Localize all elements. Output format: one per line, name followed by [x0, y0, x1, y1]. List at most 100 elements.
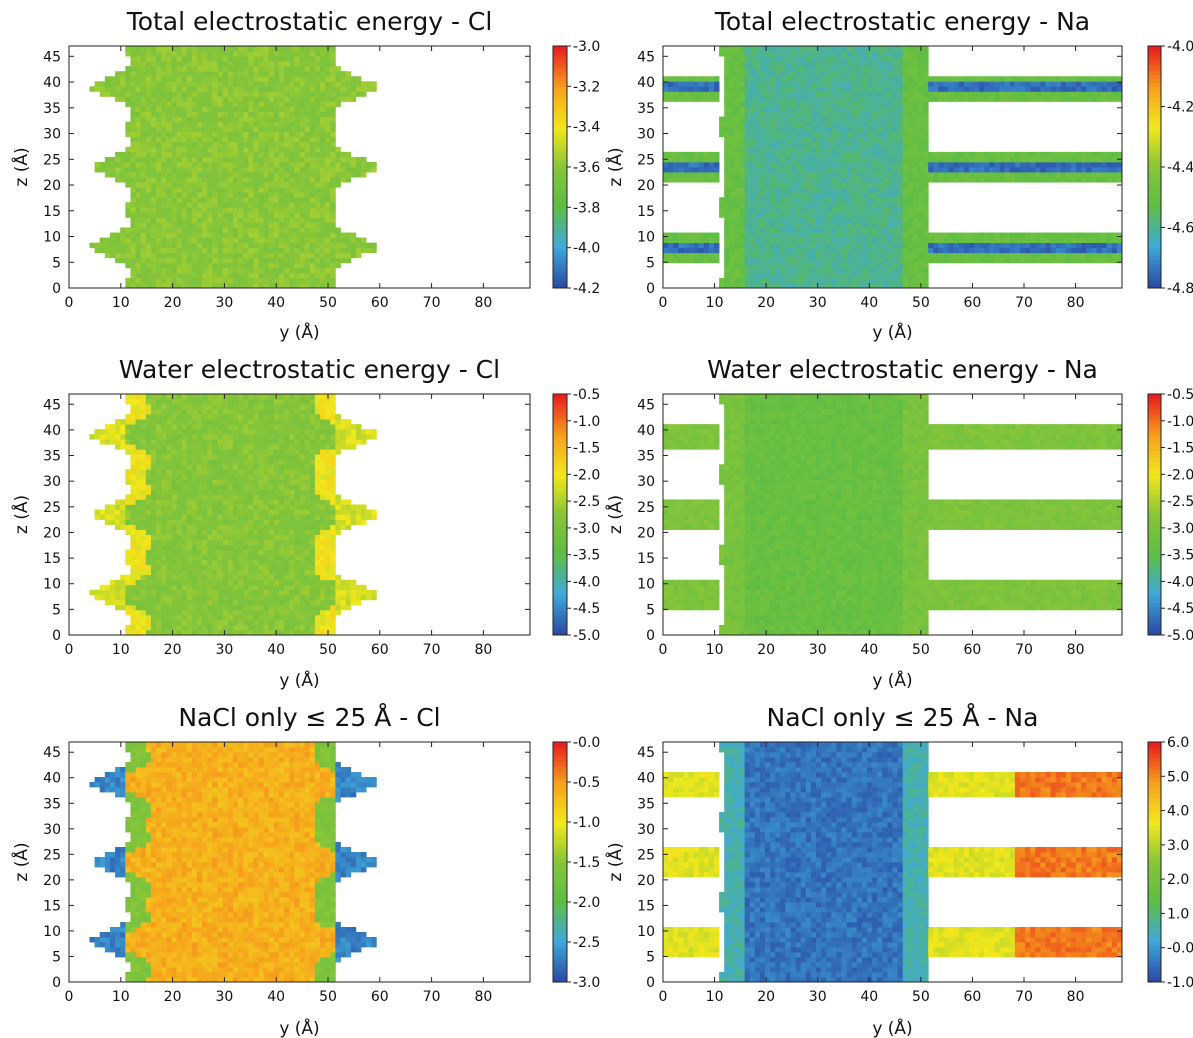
- heatmap-cell: [810, 136, 817, 143]
- heatmap-cell: [330, 227, 336, 233]
- heatmap-cell: [979, 151, 985, 158]
- heatmap-cell: [963, 247, 970, 254]
- heatmap-cell: [279, 182, 285, 188]
- heatmap-cell: [749, 56, 756, 62]
- colorbar-segment: [553, 175, 567, 180]
- heatmap-cell: [984, 167, 990, 173]
- heatmap-cell: [810, 106, 817, 112]
- heatmap-cell: [790, 247, 796, 254]
- heatmap-cell: [765, 227, 771, 233]
- heatmap-cell: [867, 151, 873, 158]
- heatmap-cell: [217, 192, 224, 198]
- heatmap-cell: [912, 217, 919, 223]
- heatmap-cell: [759, 106, 766, 112]
- heatmap-cell: [918, 91, 924, 97]
- heatmap-cell: [1086, 237, 1092, 244]
- heatmap-cell: [314, 197, 321, 203]
- heatmap-cell: [790, 182, 796, 188]
- heatmap-cell: [887, 277, 893, 284]
- heatmap-cell: [897, 136, 904, 143]
- heatmap-cell: [109, 156, 116, 163]
- heatmap-cell: [816, 61, 822, 67]
- heatmap-cell: [897, 91, 904, 97]
- heatmap-cell: [744, 192, 751, 198]
- heatmap-cell: [714, 247, 720, 254]
- heatmap-cell: [197, 167, 203, 173]
- colorbar-segment: [553, 235, 567, 241]
- heatmap-cell: [729, 267, 735, 274]
- heatmap-cell: [846, 217, 853, 223]
- heatmap-cell: [882, 187, 888, 193]
- heatmap-cell: [171, 136, 177, 143]
- heatmap-cell: [263, 61, 270, 67]
- heatmap-cell: [851, 182, 858, 188]
- heatmap-cell: [790, 217, 796, 223]
- heatmap-cell: [325, 91, 331, 97]
- heatmap-cell: [207, 177, 213, 183]
- heatmap-cell: [872, 161, 878, 168]
- heatmap-cell: [775, 71, 781, 77]
- heatmap-cell: [994, 96, 1000, 102]
- heatmap-cell: [284, 207, 290, 213]
- heatmap-cell: [861, 242, 868, 249]
- heatmap-cell: [744, 111, 751, 117]
- heatmap-cell: [795, 111, 802, 117]
- heatmap-cell: [227, 222, 234, 228]
- heatmap-cell: [217, 86, 224, 92]
- heatmap-cell: [841, 106, 847, 112]
- heatmap-cell: [826, 116, 832, 123]
- heatmap-cell: [770, 101, 776, 107]
- heatmap-cell: [176, 177, 183, 183]
- heatmap-cell: [714, 237, 720, 244]
- heatmap-cell: [150, 71, 157, 77]
- heatmap-cell: [171, 161, 177, 168]
- heatmap-cell: [156, 96, 162, 102]
- heatmap-cell: [907, 151, 914, 158]
- heatmap-cell: [171, 131, 177, 138]
- heatmap-cell: [166, 172, 172, 178]
- heatmap-cell: [775, 66, 781, 72]
- heatmap-cell: [785, 212, 791, 218]
- heatmap-cell: [156, 177, 162, 183]
- heatmap-cell: [851, 212, 858, 218]
- heatmap-cell: [775, 86, 781, 92]
- heatmap-cell: [902, 247, 909, 254]
- heatmap-cell: [135, 61, 142, 67]
- heatmap-cell: [734, 187, 740, 193]
- heatmap-cell: [294, 56, 300, 62]
- heatmap-cell: [744, 277, 751, 284]
- heatmap-cell: [309, 262, 316, 269]
- heatmap-cell: [299, 257, 306, 264]
- heatmap-cell: [207, 182, 213, 188]
- heatmap-cell: [217, 257, 224, 264]
- heatmap-cell: [882, 136, 888, 143]
- heatmap-cell: [800, 207, 807, 213]
- heatmap-cell: [938, 167, 944, 173]
- heatmap-cell: [739, 202, 745, 208]
- heatmap-cell: [212, 237, 218, 244]
- heatmap-cell: [923, 197, 929, 203]
- heatmap-cell: [678, 161, 684, 168]
- heatmap-cell: [887, 232, 893, 238]
- heatmap-cell: [222, 126, 229, 133]
- heatmap-cell: [202, 217, 208, 223]
- heatmap-cell: [795, 86, 802, 92]
- heatmap-cell: [673, 167, 679, 173]
- heatmap-cell: [759, 197, 766, 203]
- heatmap-cell: [284, 187, 290, 193]
- heatmap-cell: [294, 232, 300, 238]
- heatmap-cell: [739, 71, 745, 77]
- heatmap-cell: [826, 277, 832, 284]
- heatmap-cell: [325, 242, 331, 249]
- heatmap-cell: [861, 167, 868, 173]
- heatmap-cell: [273, 146, 280, 153]
- heatmap-cell: [232, 86, 239, 92]
- heatmap-cell: [831, 172, 837, 178]
- heatmap-cell: [330, 272, 336, 279]
- heatmap-cell: [207, 46, 213, 52]
- heatmap-cell: [861, 121, 868, 128]
- heatmap-cell: [907, 156, 914, 163]
- heatmap-cell: [309, 136, 316, 143]
- heatmap-cell: [161, 121, 167, 128]
- heatmap-cell: [678, 177, 684, 183]
